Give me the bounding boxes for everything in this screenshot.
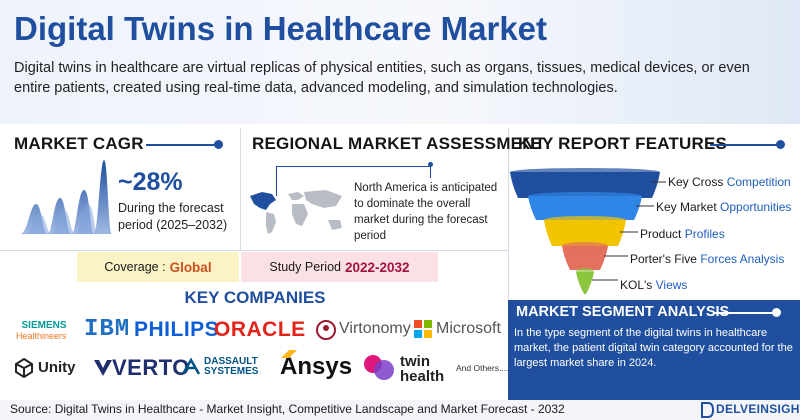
study-period-label: Study Period (269, 260, 341, 274)
cagr-subtitle: During the forecast period (2025–2032) (118, 201, 228, 232)
siemens-logo-top: SIEMENS (21, 320, 67, 331)
funnel-layer-4 (562, 246, 608, 270)
funnel-layer-top-5 (576, 268, 594, 276)
feature-label-4: Porter's Five Forces Analysis (630, 252, 784, 266)
ansys-logo: Ansys (280, 353, 353, 380)
unity-logo: Unity (38, 359, 76, 376)
feature-highlight-1: Competition (726, 175, 791, 189)
features-title-line (710, 144, 778, 146)
world-map-graphic (250, 190, 342, 234)
feature-text-3: Product (640, 227, 685, 241)
feature-highlight-4: Forces Analysis (700, 252, 785, 266)
segment-title-line (714, 312, 774, 314)
segment-text: In the type segment of the digital twins… (514, 327, 793, 369)
ansys-accent-icon (281, 350, 297, 358)
twin-health-logo-bottom: health (400, 368, 445, 385)
divider-right (508, 128, 509, 300)
segment-panel (508, 300, 800, 400)
siemens-healthineers-logo: SIEMENS Healthineers (16, 320, 67, 342)
study-period-value: 2022-2032 (345, 259, 410, 275)
philips-logo: PHILIPS (134, 318, 220, 341)
divider-left (240, 128, 241, 250)
cagr-wave-graphic (20, 160, 112, 234)
feature-text-5: KOL's (620, 278, 656, 292)
cagr-value: ~28% (118, 168, 183, 196)
feature-text-2: Key Market (656, 200, 721, 214)
feature-label-2: Key Market Opportunities (656, 200, 791, 214)
coverage-badge: Coverage : Global (77, 252, 239, 282)
feature-label-1: Key Cross Competition (668, 175, 791, 189)
funnel-layer-1 (510, 172, 660, 198)
key-companies-title: KEY COMPANIES (184, 288, 326, 307)
feature-text-4: Porter's Five (630, 252, 701, 266)
features-title-dot (776, 140, 785, 149)
header-banner (0, 0, 800, 124)
features-title: KEY REPORT FEATURES (518, 134, 728, 153)
feature-highlight-3: Profiles (684, 227, 725, 241)
funnel-layer-top-1 (510, 168, 660, 176)
cagr-title-line (146, 144, 216, 146)
microsoft-icon (414, 320, 432, 338)
verto-icon (94, 360, 112, 376)
feature-highlight-2: Opportunities (720, 200, 792, 214)
funnel-layer-top-2 (528, 192, 642, 200)
funnel-layer-2 (528, 196, 642, 220)
twin-health-icon (364, 355, 394, 380)
divider-middle (0, 250, 508, 251)
coverage-label: Coverage : (104, 260, 166, 274)
page-description: Digital twins in healthcare are virtual … (14, 60, 750, 96)
feature-label-3: Product Profiles (640, 227, 725, 241)
feature-label-5: KOL's Views (620, 278, 687, 292)
feature-highlight-5: Views (655, 278, 688, 292)
cagr-title-dot (214, 140, 223, 149)
others-label: And Others.... (456, 363, 509, 373)
funnel-layer-top-3 (544, 216, 626, 224)
segment-title: MARKET SEGMENT ANALYSIS (516, 304, 730, 320)
regional-connector-stem (276, 166, 277, 196)
regional-connector-h (276, 166, 430, 167)
regional-dot (428, 162, 433, 167)
regional-connector-v (430, 166, 431, 178)
regional-note: North America is anticipated to dominate… (354, 182, 498, 242)
oracle-logo: ORACLE (214, 318, 306, 341)
virtonomy-icon (316, 320, 336, 340)
dassault-icon (181, 357, 201, 375)
verto-logo: VERTO (112, 355, 190, 380)
delveinsight-icon (701, 402, 714, 418)
twin-health-logo-top: twin (400, 353, 430, 370)
segment-title-dot (772, 308, 781, 317)
features-funnel (510, 168, 666, 294)
feature-text-1: Key Cross (668, 175, 727, 189)
delveinsight-brand: DELVEINSIGHT (716, 402, 800, 416)
source-text: Source: Digital Twins in Healthcare - Ma… (10, 402, 565, 416)
ibm-logo: IBM (84, 316, 131, 343)
funnel-layer-top-4 (562, 242, 608, 250)
microsoft-logo: Microsoft (436, 320, 501, 337)
regional-title: REGIONAL MARKET ASSESSMENT (252, 134, 546, 153)
funnel-layer-3 (544, 220, 626, 246)
unity-icon (15, 358, 33, 378)
twin-health-logo: twin health (400, 354, 444, 384)
study-period-badge: Study Period 2022-2032 (241, 252, 438, 282)
page-title: Digital Twins in Healthcare Market (14, 10, 548, 47)
dassault-logo-top: DASSAULT (204, 356, 258, 367)
virtonomy-logo: Virtonomy (339, 320, 411, 337)
footer-bar (0, 400, 800, 420)
cagr-title: MARKET CAGR (14, 134, 144, 153)
dassault-logo-bottom: SYSTEMES (204, 366, 259, 377)
coverage-value: Global (169, 259, 212, 275)
dassault-logo: DASSAULT SYSTEMES (204, 357, 258, 377)
funnel-layer-5 (576, 272, 594, 294)
siemens-logo-bottom: Healthineers (16, 331, 67, 341)
